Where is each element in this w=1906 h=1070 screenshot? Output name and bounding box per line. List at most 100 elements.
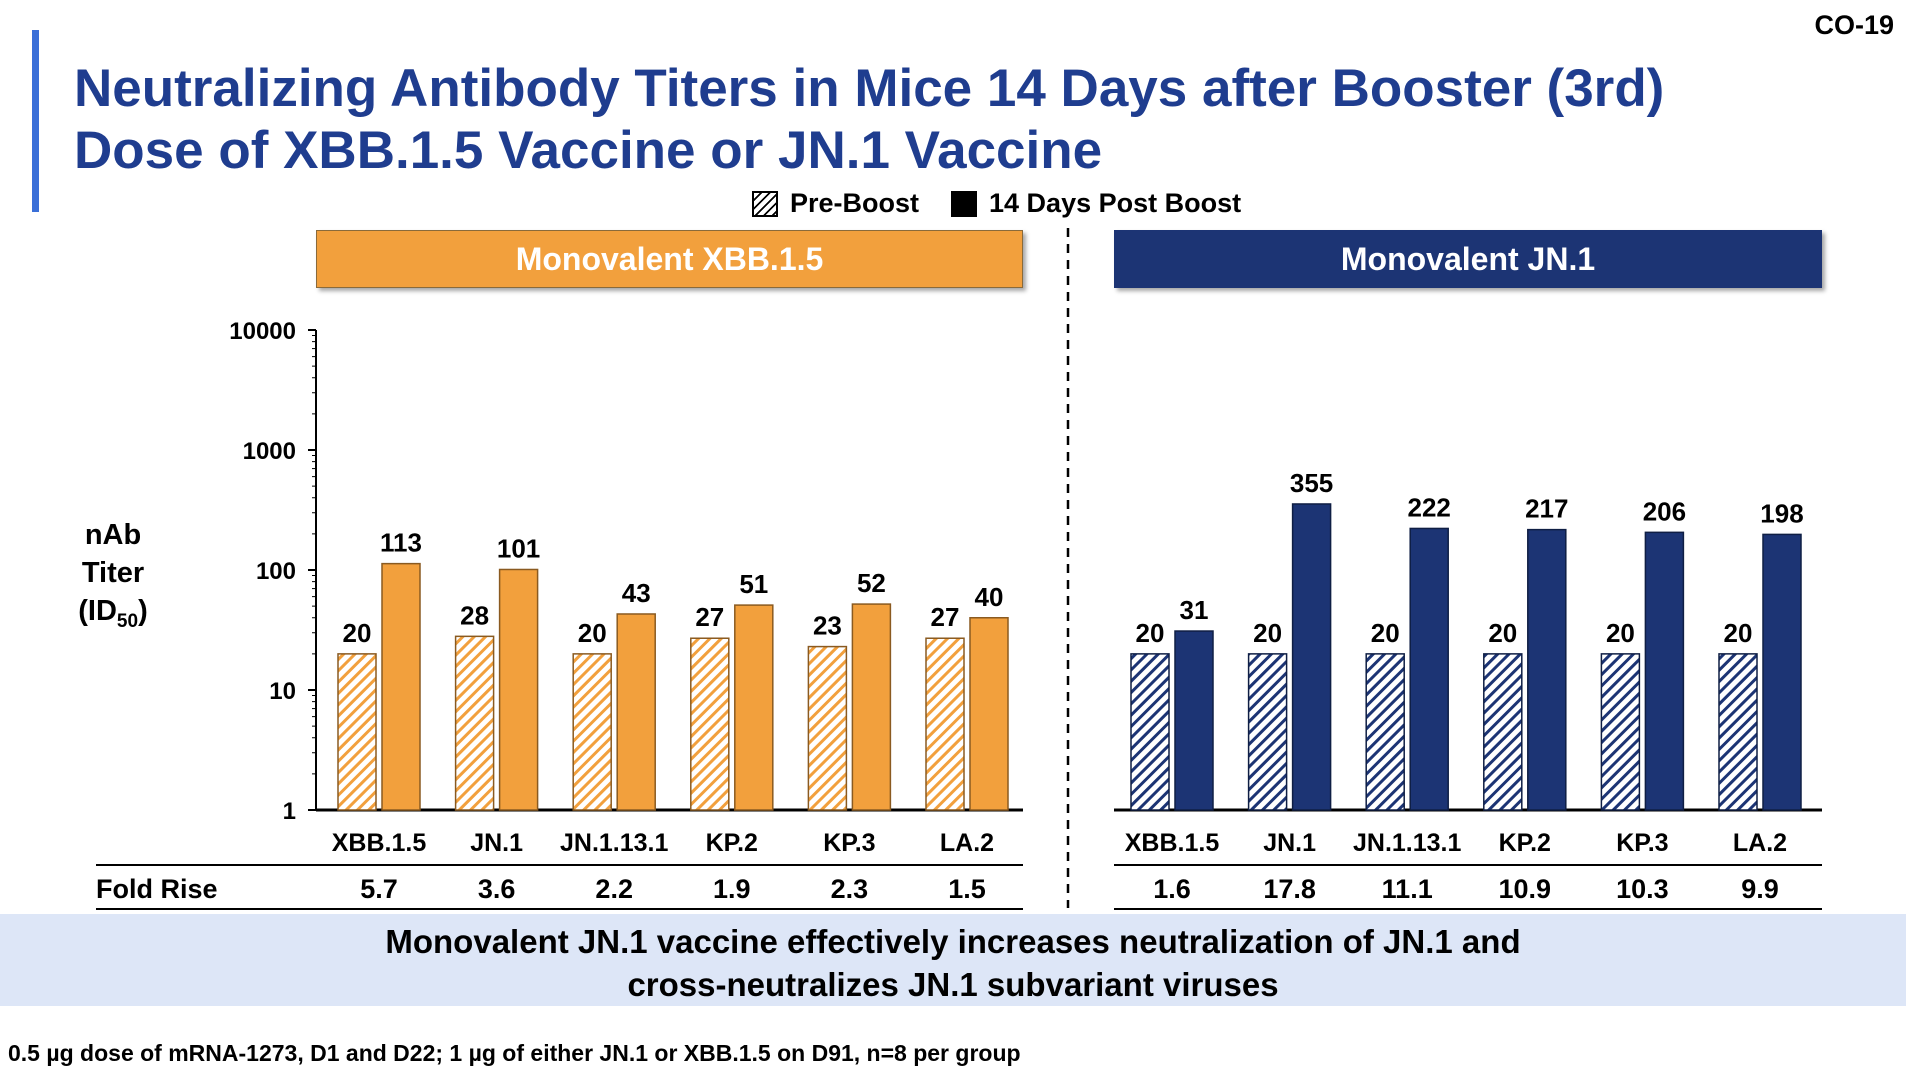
fold-rise-label: Fold Rise — [96, 874, 218, 904]
chart-legend: Pre-Boost 14 Days Post Boost — [752, 188, 1273, 219]
value-label-pre-boost: 20 — [1724, 618, 1753, 648]
bar-pre-boost — [1483, 653, 1523, 811]
y-tick-label: 1 — [283, 798, 296, 825]
value-label-post-boost: 222 — [1408, 492, 1451, 522]
value-label-post-boost: 355 — [1290, 468, 1333, 498]
bar-post-boost — [1291, 503, 1332, 811]
conclusion-line-2: cross-neutralizes JN.1 subvariant viruse… — [627, 966, 1279, 1003]
value-label-pre-boost: 20 — [1488, 618, 1517, 648]
category-label: KP.3 — [823, 829, 875, 857]
title-line-2: Dose of XBB.1.5 Vaccine or JN.1 Vaccine — [74, 121, 1103, 180]
fold-rise-value: 9.9 — [1741, 874, 1779, 904]
y-tick-label: 1000 — [243, 438, 296, 465]
bar-post-boost — [1174, 630, 1214, 811]
category-label: JN.1.13.1 — [560, 829, 669, 857]
bar-pre-boost — [1247, 653, 1288, 811]
conclusion-banner: Monovalent JN.1 vaccine effectively incr… — [0, 914, 1906, 1006]
bar-post-boost — [1527, 528, 1567, 811]
value-label-pre-boost: 20 — [343, 618, 372, 648]
value-label-post-boost: 40 — [975, 582, 1004, 612]
fold-rise-value: 10.3 — [1616, 874, 1669, 904]
bar-post-boost — [969, 617, 1009, 811]
value-label-post-boost: 198 — [1760, 498, 1803, 528]
bar-pre-boost — [807, 645, 848, 811]
fold-rise-value: 17.8 — [1263, 874, 1316, 904]
category-label: JN.1 — [470, 829, 523, 857]
value-label-post-boost: 31 — [1180, 595, 1209, 625]
value-label-pre-boost: 23 — [813, 611, 842, 641]
fold-rise-value: 11.1 — [1382, 874, 1433, 904]
bar-post-boost — [851, 603, 892, 811]
value-label-post-boost: 217 — [1525, 494, 1568, 524]
bar-post-boost — [616, 613, 656, 811]
bar-pre-boost — [1718, 653, 1758, 811]
value-label-pre-boost: 20 — [1253, 618, 1282, 648]
title-accent-bar — [32, 30, 39, 212]
bar-pre-boost — [454, 635, 495, 811]
bar-post-boost — [734, 604, 774, 811]
panel-header-jn: Monovalent JN.1 — [1114, 230, 1822, 288]
bar-pre-boost — [1130, 653, 1170, 811]
panel-header-xbb: Monovalent XBB.1.5 — [316, 230, 1023, 288]
bar-pre-boost — [1600, 653, 1641, 811]
y-tick-label: 100 — [256, 558, 296, 585]
y-axis-title-line-3: (ID50) — [78, 595, 148, 632]
footnote: 0.5 µg dose of mRNA-1273, D1 and D22; 1 … — [8, 1040, 1021, 1066]
fold-rise-value: 2.3 — [831, 874, 869, 904]
bar-post-boost — [381, 562, 421, 811]
legend-swatch-solid — [951, 190, 978, 217]
value-label-pre-boost: 20 — [578, 618, 607, 648]
category-label: LA.2 — [940, 829, 994, 857]
legend-label-pre-boost: Pre-Boost — [790, 188, 920, 218]
fold-rise-value: 1.9 — [713, 874, 751, 904]
fold-rise-value: 10.9 — [1499, 874, 1552, 904]
bar-pre-boost — [690, 637, 730, 811]
page-title: Neutralizing Antibody Titers in Mice 14 … — [74, 58, 1774, 182]
category-label: LA.2 — [1733, 829, 1787, 857]
bar-pre-boost — [1365, 653, 1405, 811]
category-label: XBB.1.5 — [1125, 829, 1220, 857]
bar-post-boost — [1762, 533, 1802, 811]
fold-rise-value: 1.6 — [1153, 874, 1191, 904]
category-label: KP.3 — [1616, 829, 1668, 857]
value-label-post-boost: 101 — [497, 533, 540, 563]
value-label-post-boost: 43 — [622, 578, 651, 608]
bar-post-boost — [1409, 527, 1449, 811]
title-line-1: Neutralizing Antibody Titers in Mice 14 … — [74, 59, 1665, 118]
y-tick-label: 10000 — [229, 318, 296, 345]
category-label: KP.2 — [1499, 829, 1551, 857]
fold-rise-value: 3.6 — [478, 874, 516, 904]
legend-swatch-hatched — [752, 190, 778, 217]
y-tick-label: 10 — [269, 678, 296, 705]
y-axis-title-line-1: nAb — [84, 519, 142, 551]
value-label-pre-boost: 27 — [695, 602, 724, 632]
slide-id: CO-19 — [1814, 10, 1894, 40]
value-label-pre-boost: 28 — [460, 600, 489, 630]
conclusion-line-1: Monovalent JN.1 vaccine effectively incr… — [385, 923, 1521, 960]
value-label-post-boost: 206 — [1643, 496, 1686, 526]
category-label: XBB.1.5 — [332, 829, 427, 857]
value-label-pre-boost: 20 — [1606, 618, 1635, 648]
value-label-pre-boost: 27 — [931, 602, 960, 632]
bar-pre-boost — [337, 653, 377, 811]
bar-post-boost — [1644, 531, 1685, 811]
bar-post-boost — [498, 568, 539, 811]
value-label-pre-boost: 20 — [1371, 618, 1400, 648]
category-label: JN.1.13.1 — [1353, 829, 1462, 857]
value-label-post-boost: 51 — [739, 569, 768, 599]
bar-pre-boost — [925, 637, 965, 811]
fold-rise-value: 5.7 — [360, 874, 398, 904]
y-axis-title-line-2: Titer — [81, 557, 145, 589]
value-label-post-boost: 113 — [380, 528, 422, 558]
legend-item-post-boost: 14 Days Post Boost — [951, 188, 1241, 219]
category-label: KP.2 — [706, 829, 758, 857]
legend-item-pre-boost: Pre-Boost — [752, 188, 919, 219]
fold-rise-value: 2.2 — [595, 874, 633, 904]
fold-rise-value: 1.5 — [948, 874, 986, 904]
legend-label-post-boost: 14 Days Post Boost — [989, 188, 1242, 218]
value-label-pre-boost: 20 — [1136, 618, 1165, 648]
bar-pre-boost — [572, 653, 612, 811]
y-axis-title: nAb Titer (ID50) — [58, 516, 168, 641]
category-label: JN.1 — [1263, 829, 1316, 857]
